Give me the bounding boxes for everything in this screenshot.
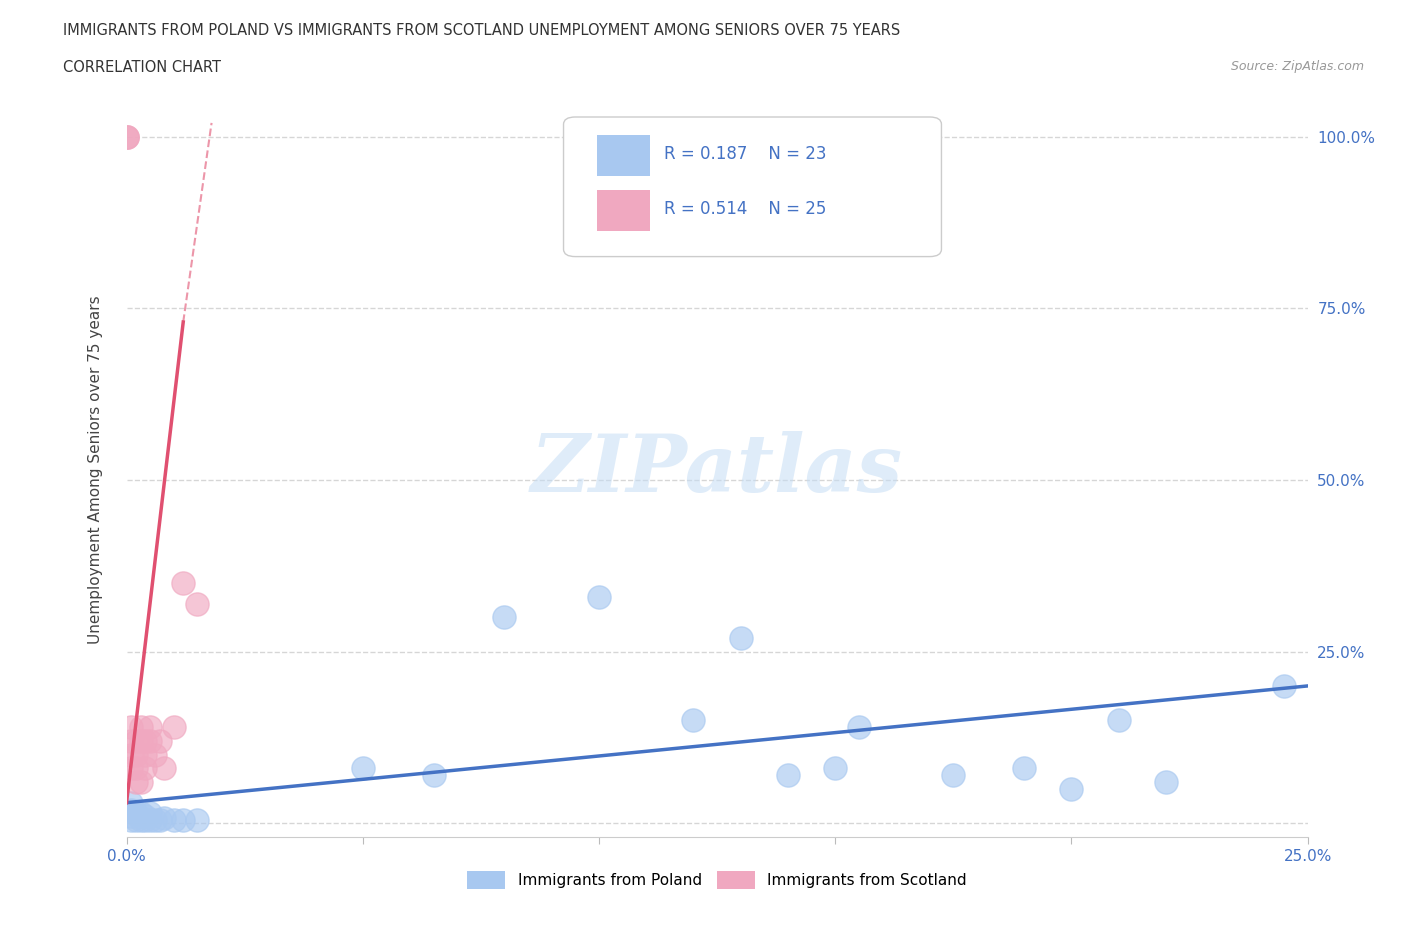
Point	[134, 747, 156, 762]
Point	[125, 805, 148, 820]
Text: R = 0.187    N = 23: R = 0.187 N = 23	[664, 145, 827, 163]
Point	[848, 720, 870, 735]
Text: Source: ZipAtlas.com: Source: ZipAtlas.com	[1230, 60, 1364, 73]
Point	[682, 712, 704, 727]
Point	[143, 747, 166, 762]
Point	[129, 775, 152, 790]
Point	[134, 809, 156, 824]
Point	[125, 734, 148, 749]
Text: IMMIGRANTS FROM POLAND VS IMMIGRANTS FROM SCOTLAND UNEMPLOYMENT AMONG SENIORS OV: IMMIGRANTS FROM POLAND VS IMMIGRANTS FRO…	[63, 23, 900, 38]
Point	[129, 720, 152, 735]
Text: CORRELATION CHART: CORRELATION CHART	[63, 60, 221, 75]
Point	[1108, 712, 1130, 727]
Point	[1154, 775, 1177, 790]
Text: R = 0.514    N = 25: R = 0.514 N = 25	[664, 200, 827, 218]
Point	[139, 805, 162, 820]
Point	[149, 813, 172, 828]
Point	[120, 802, 142, 817]
Point	[120, 747, 142, 762]
Point	[125, 747, 148, 762]
Point	[134, 734, 156, 749]
Point	[120, 813, 142, 828]
Point	[125, 775, 148, 790]
Point	[186, 813, 208, 828]
Point	[139, 813, 162, 828]
Point	[143, 813, 166, 828]
Point	[163, 813, 186, 828]
Point	[129, 734, 152, 749]
Bar	[596, 136, 650, 176]
Point	[172, 576, 194, 591]
Point	[494, 610, 516, 625]
Point	[120, 809, 142, 824]
Point	[125, 813, 148, 828]
Point	[153, 761, 176, 776]
Point	[115, 129, 138, 144]
Point	[1012, 761, 1035, 776]
Point	[163, 720, 186, 735]
Point	[134, 761, 156, 776]
Point	[186, 596, 208, 611]
Point	[172, 813, 194, 828]
Point	[422, 768, 444, 783]
Point	[125, 761, 148, 776]
Point	[120, 720, 142, 735]
Point	[588, 590, 610, 604]
Y-axis label: Unemployment Among Seniors over 75 years: Unemployment Among Seniors over 75 years	[89, 296, 103, 644]
Point	[352, 761, 374, 776]
Point	[942, 768, 965, 783]
Point	[115, 129, 138, 144]
Legend: Immigrants from Poland, Immigrants from Scotland: Immigrants from Poland, Immigrants from …	[461, 865, 973, 896]
Text: ZIPatlas: ZIPatlas	[531, 431, 903, 509]
Point	[139, 734, 162, 749]
Point	[115, 129, 138, 144]
Point	[153, 810, 176, 825]
Point	[129, 813, 152, 828]
Point	[120, 761, 142, 776]
Point	[120, 734, 142, 749]
Point	[139, 720, 162, 735]
Point	[730, 631, 752, 645]
Point	[129, 805, 152, 820]
Point	[134, 813, 156, 828]
Point	[776, 768, 799, 783]
Point	[120, 795, 142, 810]
Point	[824, 761, 846, 776]
Point	[1272, 679, 1295, 694]
Bar	[596, 191, 650, 231]
Point	[149, 734, 172, 749]
Point	[1060, 781, 1083, 796]
FancyBboxPatch shape	[564, 117, 942, 257]
